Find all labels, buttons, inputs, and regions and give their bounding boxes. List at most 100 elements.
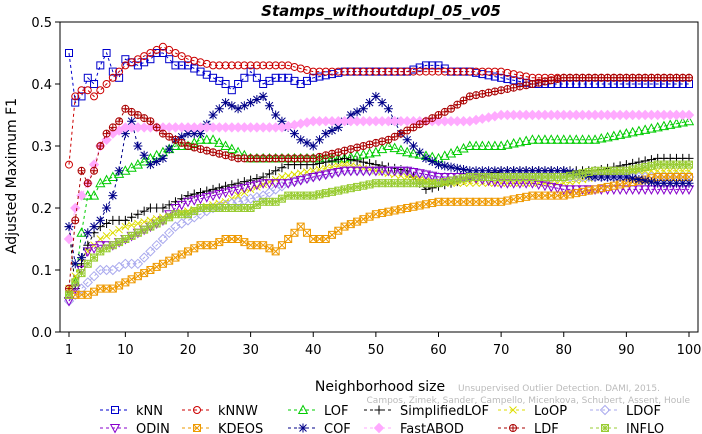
data-point — [321, 129, 331, 139]
data-point — [308, 141, 318, 151]
data-point — [552, 134, 563, 144]
data-point — [77, 92, 86, 101]
data-point — [408, 147, 419, 158]
data-point — [359, 142, 368, 150]
data-point — [158, 153, 168, 163]
legend: kNN kNNW LOF SimplifiedLOF LoOP LDOF ODIN KDEOS… — [100, 404, 664, 434]
data-point — [133, 55, 142, 64]
data-point — [552, 166, 562, 176]
data-point — [189, 129, 199, 139]
legend-swatch-marker — [509, 424, 517, 432]
data-point — [201, 134, 212, 144]
data-point — [427, 157, 437, 166]
data-point — [221, 61, 230, 70]
legend-swatch-marker — [599, 404, 611, 416]
data-point — [252, 61, 261, 70]
data-point — [102, 129, 111, 138]
data-point — [583, 134, 594, 144]
data-point — [540, 77, 549, 86]
data-point — [539, 181, 551, 192]
data-point — [459, 67, 468, 76]
series-inflo — [65, 160, 693, 299]
data-point — [534, 78, 543, 87]
data-point — [490, 67, 499, 76]
series-layer — [63, 42, 695, 307]
data-point — [395, 166, 407, 177]
data-point — [158, 203, 168, 213]
data-point — [371, 91, 381, 101]
data-point — [63, 233, 75, 245]
data-point — [596, 133, 607, 143]
data-point — [114, 166, 124, 176]
data-point — [232, 185, 244, 195]
data-point — [615, 172, 625, 182]
data-point — [521, 135, 532, 146]
data-point — [390, 132, 399, 141]
data-point — [165, 132, 174, 141]
data-point — [108, 191, 118, 201]
x-tick-label: 20 — [180, 343, 197, 358]
legend-label: FastABOD — [400, 422, 464, 434]
legend-label: ODIN — [136, 422, 170, 434]
legend-label: LoOP — [534, 404, 567, 419]
data-point — [83, 228, 93, 238]
data-point — [346, 110, 356, 120]
data-point — [145, 160, 155, 170]
data-point — [452, 163, 462, 173]
legend-swatch-marker — [109, 424, 121, 434]
data-point — [164, 144, 174, 154]
data-point — [345, 166, 356, 177]
data-point — [509, 83, 518, 92]
data-point — [246, 61, 255, 70]
data-point — [614, 185, 626, 195]
data-point — [246, 98, 256, 108]
data-point — [90, 92, 99, 101]
x-tick-label: 80 — [555, 343, 572, 358]
data-point — [515, 71, 524, 80]
data-point — [140, 114, 149, 123]
data-point — [146, 117, 155, 126]
data-point — [546, 182, 557, 193]
data-point — [145, 246, 156, 257]
data-point — [152, 123, 161, 132]
data-point — [121, 61, 130, 70]
data-point — [321, 67, 330, 76]
data-point — [163, 227, 175, 239]
data-point — [65, 160, 73, 169]
data-point — [527, 134, 538, 144]
data-point — [171, 61, 180, 70]
data-point — [484, 67, 493, 76]
data-point — [421, 67, 430, 76]
data-point — [602, 185, 613, 195]
data-point — [240, 73, 249, 82]
data-point — [621, 128, 632, 138]
data-point — [376, 166, 388, 177]
series-line — [68, 157, 689, 289]
data-point — [384, 135, 393, 144]
data-point — [602, 131, 613, 142]
watermark-line-1: Unsupervised Outlier Detection. DAMI, 20… — [458, 384, 660, 394]
data-point — [108, 228, 117, 237]
data-point — [402, 146, 413, 157]
data-point — [571, 134, 582, 144]
data-point — [296, 135, 306, 145]
legend-swatch-marker — [374, 405, 384, 415]
x-tick-label: 10 — [117, 343, 134, 358]
data-point — [258, 179, 269, 189]
legend-item-fastabod: FastABOD — [364, 422, 464, 434]
data-point — [83, 73, 92, 82]
legend-item-odin: ODIN — [100, 422, 170, 434]
data-point — [270, 184, 281, 195]
data-point — [490, 87, 499, 96]
data-point — [503, 84, 512, 93]
data-point — [484, 88, 493, 97]
data-point — [245, 182, 256, 192]
data-point — [88, 190, 100, 200]
data-point — [270, 179, 281, 189]
data-point — [683, 109, 695, 121]
data-point — [158, 129, 167, 138]
data-point — [321, 189, 330, 198]
data-point — [151, 239, 162, 251]
data-point — [446, 162, 456, 172]
data-point — [183, 129, 193, 139]
